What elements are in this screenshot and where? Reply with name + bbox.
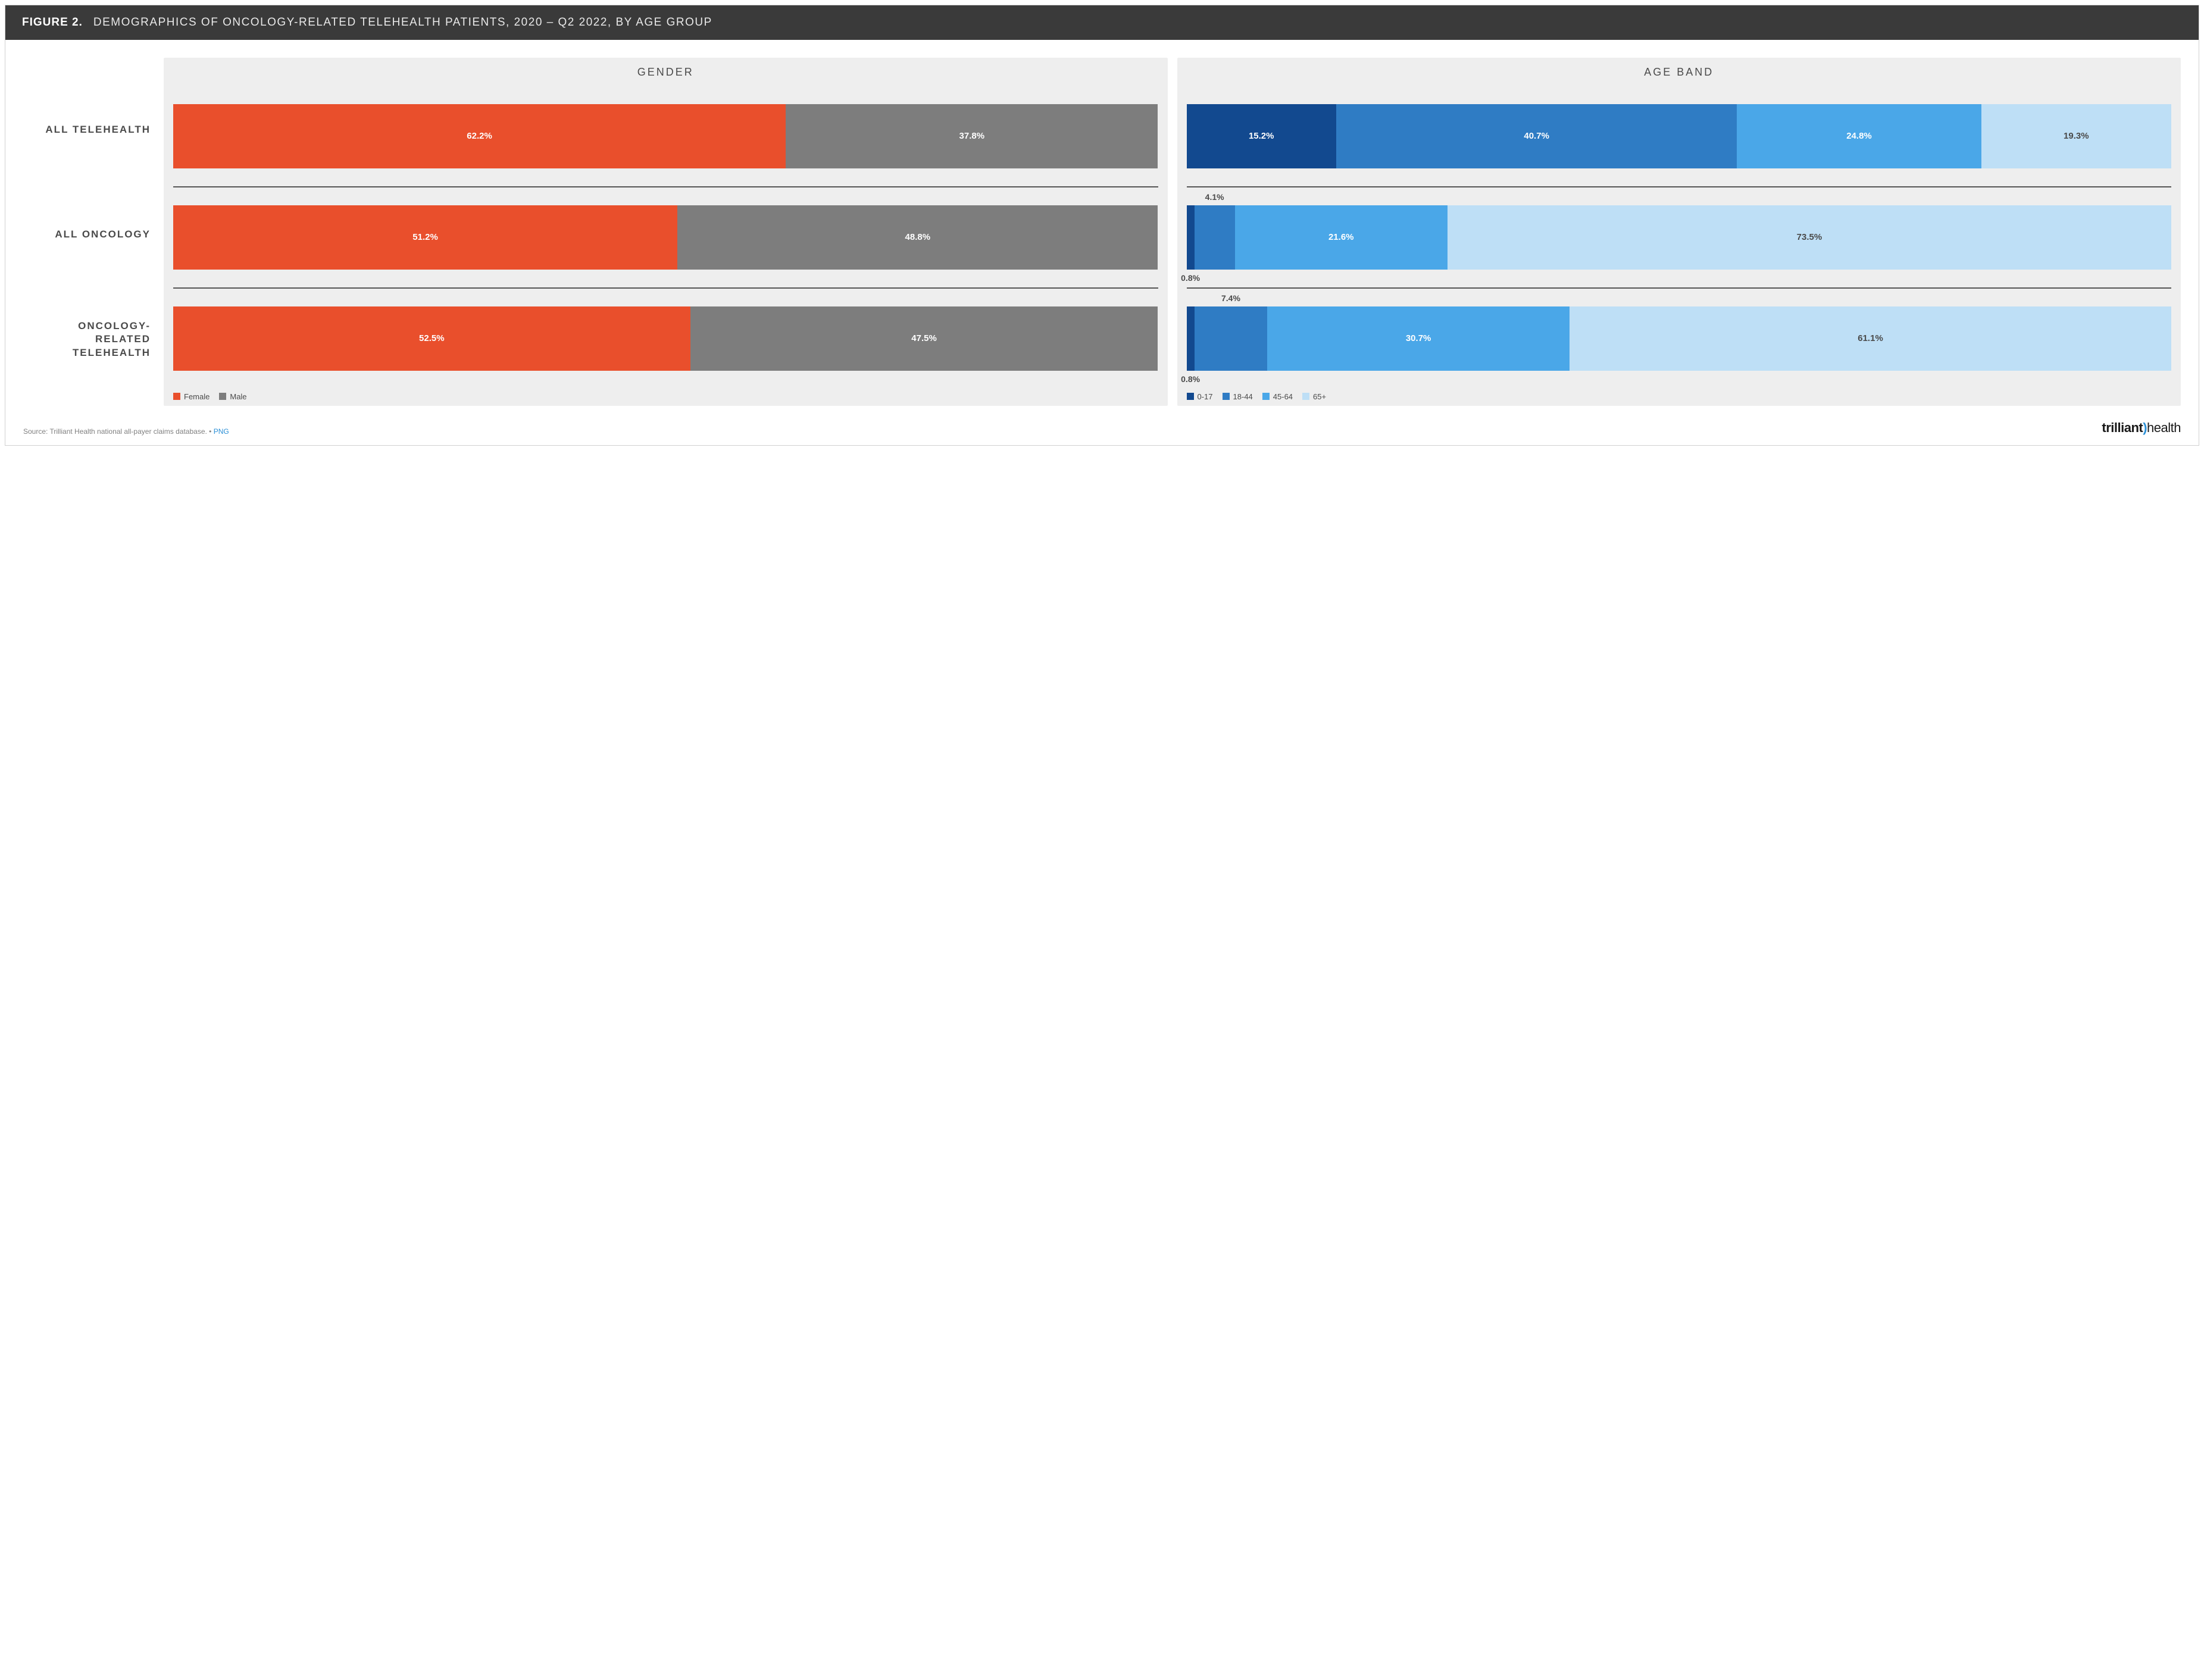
header-bar: FIGURE 2. DEMOGRAPHICS OF ONCOLOGY-RELAT… <box>5 5 2199 40</box>
row-label: ALL TELEHEALTH <box>23 78 154 182</box>
logo-part1: trilliant <box>2102 420 2143 435</box>
bar-segment: 24.8% <box>1737 104 1981 168</box>
panels-row: . ALL TELEHEALTHALL ONCOLOGYONCOLOGY-REL… <box>23 58 2181 406</box>
legend-label: 0-17 <box>1198 392 1213 401</box>
segment-value: 37.8% <box>959 131 985 141</box>
gender-panel: GENDER 62.2% 37.8% 51.2% 48.8% 52.5% 47.5% Fe… <box>164 58 1168 406</box>
segment-value: 19.3% <box>2064 131 2089 141</box>
bar-segment: 52.5% <box>173 306 690 371</box>
row-labels-column: . ALL TELEHEALTHALL ONCOLOGYONCOLOGY-REL… <box>23 58 154 406</box>
stacked-bar: 0.8%7.4% 30.7% 61.1% <box>1187 306 2172 371</box>
legend-label: 18-44 <box>1233 392 1253 401</box>
gender-legend: Female Male <box>173 389 1158 401</box>
legend-label: Female <box>184 392 210 401</box>
footer: Source: Trilliant Health national all-pa… <box>5 414 2199 445</box>
bar-row: 62.2% 37.8% <box>173 86 1158 186</box>
gender-bars: 62.2% 37.8% 51.2% 48.8% 52.5% 47.5% <box>173 86 1158 389</box>
segment-value: 21.6% <box>1328 232 1354 242</box>
segment-value: 52.5% <box>419 333 445 343</box>
segment-value: 47.5% <box>911 333 937 343</box>
bar-row: 52.5% 47.5% <box>173 287 1158 389</box>
bar-row: 0.8%7.4%30.7%61.1% <box>1187 287 2172 389</box>
segment-value: 40.7% <box>1524 131 1549 141</box>
bar-segment: 15.2% <box>1187 104 1336 168</box>
stacked-bar: 51.2% 48.8% <box>173 205 1158 270</box>
segment-callout: 0.8% <box>1181 273 1200 283</box>
bar-segment: 30.7% <box>1267 306 1570 371</box>
legend-swatch <box>1302 393 1309 400</box>
segment-callout: 4.1% <box>1205 192 1224 202</box>
bar-segment: 47.5% <box>690 306 1158 371</box>
stacked-bar: 0.8%4.1% 21.6% 73.5% <box>1187 205 2172 270</box>
legend-swatch <box>1187 393 1194 400</box>
segment-callout: 7.4% <box>1221 293 1240 303</box>
bar-segment: 19.3% <box>1981 104 2171 168</box>
segment-value: 48.8% <box>905 232 931 242</box>
legend-label: 65+ <box>1313 392 1326 401</box>
legend-item: 0-17 <box>1187 392 1213 401</box>
bar-segment: 51.2% <box>173 205 677 270</box>
bar-segment: 40.7% <box>1336 104 1737 168</box>
age-legend: 0-17 18-44 45-64 65+ <box>1187 389 2172 401</box>
legend-item: 18-44 <box>1223 392 1253 401</box>
stacked-bar: 15.2% 40.7% 24.8% 19.3% <box>1187 104 2172 168</box>
age-panel: AGE BAND 15.2%40.7%24.8%19.3%0.8%4.1%21.… <box>1177 58 2181 406</box>
stacked-bar: 62.2% 37.8% <box>173 104 1158 168</box>
segment-value: 24.8% <box>1846 131 1872 141</box>
bar-segment: 62.2% <box>173 104 786 168</box>
bar-row: 15.2% 40.7% 24.8% 19.3% <box>1187 86 2172 186</box>
segment-value: 61.1% <box>1858 333 1883 343</box>
bar-segment: 21.6% <box>1235 205 1448 270</box>
source-label: Source: Trilliant Health national all-pa… <box>23 427 214 436</box>
trilliant-logo: trilliant)health <box>2102 420 2181 436</box>
bar-row: 0.8%4.1%21.6%73.5% <box>1187 186 2172 287</box>
segment-callout: 0.8% <box>1181 374 1200 384</box>
row-label: ALL ONCOLOGY <box>23 182 154 286</box>
logo-part2: health <box>2147 420 2181 435</box>
source-text: Source: Trilliant Health national all-pa… <box>23 427 229 436</box>
age-panel-title: AGE BAND <box>1187 66 2172 80</box>
segment-value: 15.2% <box>1249 131 1274 141</box>
row-labels: ALL TELEHEALTHALL ONCOLOGYONCOLOGY-RELAT… <box>23 78 154 392</box>
bar-segment: 0.8% <box>1187 306 1195 371</box>
legend-item: 65+ <box>1302 392 1326 401</box>
chart-body: . ALL TELEHEALTHALL ONCOLOGYONCOLOGY-REL… <box>5 40 2199 414</box>
bar-segment: 73.5% <box>1448 205 2171 270</box>
figure-container: FIGURE 2. DEMOGRAPHICS OF ONCOLOGY-RELAT… <box>5 5 2199 446</box>
bar-segment: 0.8% <box>1187 205 1195 270</box>
bar-segment: 61.1% <box>1570 306 2171 371</box>
legend-label: Male <box>230 392 246 401</box>
segment-value: 30.7% <box>1406 333 1431 343</box>
segment-value: 51.2% <box>412 232 438 242</box>
age-bars: 15.2%40.7%24.8%19.3%0.8%4.1%21.6%73.5%0.… <box>1187 86 2172 389</box>
legend-item: Female <box>173 392 210 401</box>
legend-swatch <box>1262 393 1270 400</box>
legend-item: 45-64 <box>1262 392 1293 401</box>
stacked-bar: 52.5% 47.5% <box>173 306 1158 371</box>
bar-row: 51.2% 48.8% <box>173 186 1158 287</box>
segment-value: 62.2% <box>467 131 492 141</box>
row-label: ONCOLOGY-RELATED TELEHEALTH <box>23 286 154 391</box>
bar-segment: 37.8% <box>786 104 1158 168</box>
figure-label: FIGURE 2. <box>22 15 83 29</box>
legend-swatch <box>173 393 180 400</box>
png-link[interactable]: PNG <box>214 427 229 436</box>
gender-panel-title: GENDER <box>173 66 1158 80</box>
bar-segment: 7.4% <box>1195 306 1267 371</box>
figure-title: DEMOGRAPHICS OF ONCOLOGY-RELATED TELEHEA… <box>93 15 712 30</box>
segment-value: 73.5% <box>1797 232 1822 242</box>
legend-swatch <box>219 393 226 400</box>
bar-segment: 4.1% <box>1195 205 1235 270</box>
legend-swatch <box>1223 393 1230 400</box>
legend-label: 45-64 <box>1273 392 1293 401</box>
bar-segment: 48.8% <box>677 205 1158 270</box>
legend-item: Male <box>219 392 246 401</box>
